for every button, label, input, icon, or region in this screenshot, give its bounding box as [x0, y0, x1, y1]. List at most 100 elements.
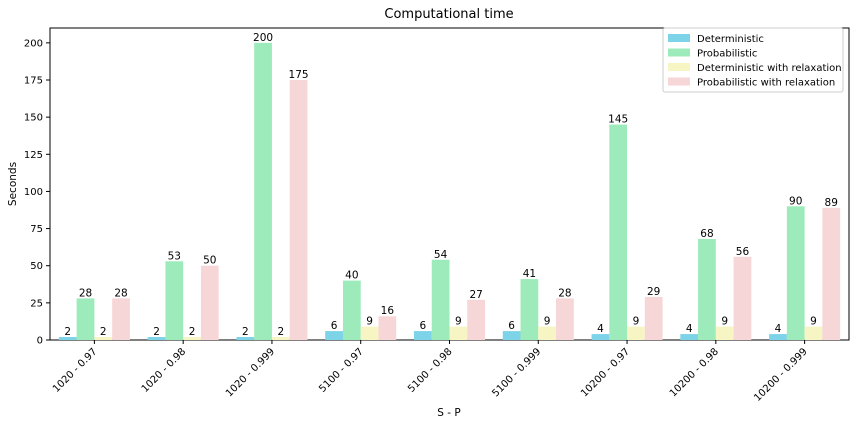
bar	[165, 261, 184, 340]
y-tick-label: 100	[24, 187, 43, 198]
bar	[289, 80, 308, 340]
x-tick-label: 5100 - 0.999	[490, 346, 543, 399]
y-tick-label: 175	[24, 76, 43, 87]
data-label: 2	[189, 326, 196, 338]
legend-swatch	[668, 34, 690, 42]
data-label: 2	[64, 326, 71, 338]
x-tick-label: 1020 - 0.97	[51, 346, 100, 395]
y-tick-label: 0	[37, 336, 43, 347]
legend-label: Deterministic with relaxation	[697, 63, 842, 74]
data-label: 6	[331, 320, 338, 332]
legend-label: Probabilistic	[697, 49, 757, 60]
data-label: 2	[277, 326, 284, 338]
data-label: 2	[153, 326, 160, 338]
data-label: 4	[775, 323, 782, 335]
bar	[58, 337, 77, 340]
data-label: 54	[434, 249, 448, 261]
x-tick-label: 10200 - 0.98	[668, 346, 721, 399]
data-label: 28	[79, 287, 92, 299]
bar	[715, 326, 734, 340]
data-label: 9	[633, 316, 640, 328]
bar	[556, 298, 574, 340]
bar	[502, 331, 521, 340]
data-label: 16	[381, 305, 395, 317]
bar	[94, 337, 113, 340]
data-label: 4	[597, 323, 604, 335]
bar	[325, 331, 343, 340]
data-label: 41	[523, 268, 536, 280]
bar	[183, 337, 201, 340]
bar	[254, 42, 272, 340]
y-tick-label: 150	[24, 113, 43, 124]
y-tick-label: 75	[30, 224, 43, 235]
y-axis-label: Seconds	[7, 162, 19, 206]
bar	[520, 279, 539, 340]
data-label: 28	[114, 287, 127, 299]
data-label: 9	[544, 316, 551, 328]
data-label: 27	[469, 289, 482, 301]
data-label: 9	[810, 316, 817, 328]
data-label: 29	[647, 286, 660, 298]
bar	[538, 326, 557, 340]
bar	[627, 326, 645, 340]
legend: Deterministic Probabilistic Deterministic …	[662, 27, 844, 93]
data-label: 9	[366, 316, 373, 328]
bar	[360, 326, 379, 340]
x-tick-label: 1020 - 0.98	[140, 346, 189, 395]
x-tick-label: 10200 - 0.999	[752, 346, 810, 404]
data-label: 9	[721, 316, 728, 328]
bar	[431, 259, 450, 340]
data-label: 4	[686, 323, 693, 335]
bar	[112, 298, 130, 340]
data-label: 9	[455, 316, 462, 328]
data-label: 2	[100, 326, 107, 338]
legend-box	[662, 27, 844, 93]
data-label: 200	[253, 32, 273, 44]
bar	[698, 238, 716, 340]
data-label: 53	[168, 250, 181, 262]
data-label: 6	[420, 320, 427, 332]
legend-label: Deterministic	[697, 34, 764, 45]
data-label: 90	[789, 195, 802, 207]
data-label: 50	[203, 255, 216, 267]
bar	[644, 296, 663, 340]
y-tick-label: 50	[30, 261, 43, 272]
bar	[769, 334, 787, 340]
bar	[236, 337, 255, 340]
x-tick-label: 5100 - 0.98	[406, 346, 455, 395]
bar	[733, 256, 752, 340]
x-tick-label: 5100 - 0.97	[317, 346, 366, 395]
bar	[342, 280, 361, 340]
data-label: 175	[289, 69, 309, 81]
bar	[271, 337, 290, 340]
data-label: 68	[700, 228, 713, 240]
legend-swatch	[668, 63, 690, 71]
bar	[413, 331, 432, 340]
data-label: 145	[608, 114, 628, 126]
bar	[822, 207, 841, 340]
x-axis-label: S - P	[437, 407, 460, 419]
bar	[591, 334, 610, 340]
bar	[609, 124, 628, 340]
data-label: 28	[558, 287, 571, 299]
y-tick-label: 125	[24, 150, 43, 161]
data-label: 40	[345, 270, 358, 282]
bar	[378, 316, 397, 340]
legend-label: Probabilistic with relaxation	[697, 78, 835, 89]
data-label: 2	[242, 326, 249, 338]
y-tick-label: 200	[24, 38, 43, 49]
bar	[76, 298, 95, 340]
data-label: 56	[736, 246, 750, 258]
legend-swatch	[668, 77, 690, 86]
bar	[449, 326, 468, 340]
bar	[804, 326, 823, 340]
bar	[200, 265, 219, 340]
bar	[786, 206, 805, 340]
y-tick-label: 25	[30, 298, 43, 309]
data-label: 89	[825, 197, 838, 209]
bar	[467, 299, 486, 340]
chart-title: Computational time	[384, 7, 513, 22]
bar	[680, 334, 699, 340]
